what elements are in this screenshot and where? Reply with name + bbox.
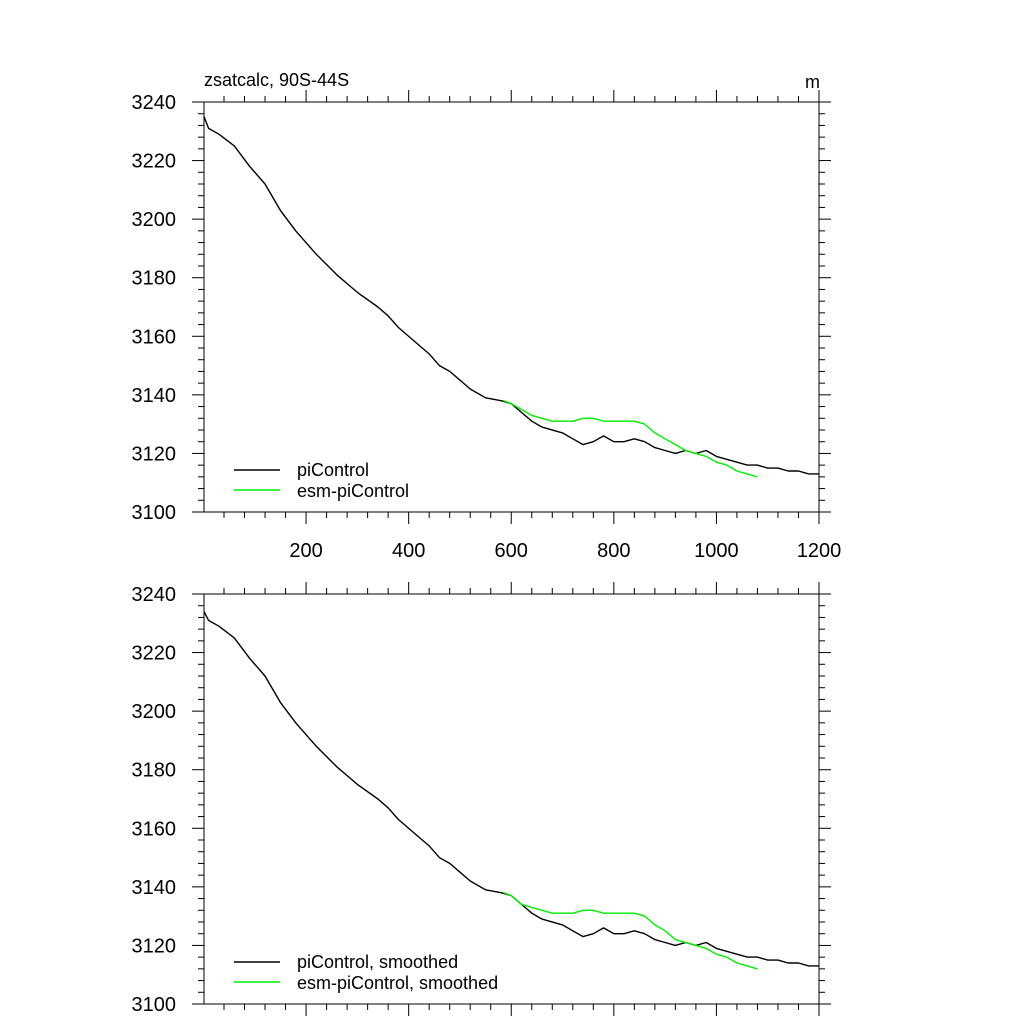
x-tick-label: 1000 — [694, 540, 739, 562]
plot-frame — [203, 101, 820, 513]
y-tick-label: 3160 — [132, 326, 177, 348]
axes-ticks: 3100 3120 3140 3160 3180 3200 3220 3240 200 400 60… — [132, 90, 842, 562]
series-lines — [203, 611, 819, 970]
axes-ticks: 3100 3120 3140 3160 3180 3200 3220 3240 — [132, 582, 831, 1016]
x-tick-label: 400 — [392, 540, 425, 562]
y-tick-label: 3240 — [132, 92, 177, 114]
series-line-picontrol — [203, 611, 819, 967]
top-panel: zsatcalc, 90S-44S m 3100 3120 3140 3160 3180… — [132, 70, 842, 562]
y-tick-label: 3100 — [132, 502, 177, 524]
legend-label-picontrol: piControl — [297, 460, 369, 480]
plot-frame — [203, 593, 820, 1005]
y-tick-label: 3220 — [132, 151, 177, 173]
units-label: m — [805, 72, 820, 92]
y-tick-label: 3120 — [132, 935, 177, 957]
bottom-panel: 3100 3120 3140 3160 3180 3200 3220 3240 piContr… — [132, 582, 831, 1016]
x-tick-label: 600 — [495, 540, 528, 562]
y-tick-label: 3180 — [132, 760, 177, 782]
y-tick-label: 3120 — [132, 443, 177, 465]
series-line-picontrol — [203, 116, 819, 475]
y-tick-label: 3200 — [132, 209, 177, 231]
chart-title: zsatcalc, 90S-44S — [204, 70, 349, 90]
y-tick-label: 3180 — [132, 268, 177, 290]
legend: piControl, smoothed esm-piControl, smoot… — [234, 952, 498, 993]
y-tick-label: 3200 — [132, 701, 177, 723]
series-lines — [203, 116, 819, 478]
x-tick-label: 1200 — [797, 540, 842, 562]
y-tick-label: 3220 — [132, 643, 177, 665]
y-tick-label: 3100 — [132, 994, 177, 1016]
legend-label-esm-picontrol-smoothed: esm-piControl, smoothed — [297, 973, 498, 993]
y-tick-label: 3160 — [132, 818, 177, 840]
legend-label-picontrol-smoothed: piControl, smoothed — [297, 952, 458, 972]
series-line-esm-picontrol — [503, 400, 758, 478]
legend: piControl esm-piControl — [234, 460, 409, 501]
series-line-esm-picontrol — [503, 892, 758, 970]
legend-label-esm-picontrol: esm-piControl — [297, 481, 409, 501]
y-tick-label: 3140 — [132, 877, 177, 899]
y-tick-label: 3140 — [132, 385, 177, 407]
x-tick-label: 800 — [597, 540, 630, 562]
x-tick-label: 200 — [289, 540, 322, 562]
y-tick-label: 3240 — [132, 584, 177, 606]
